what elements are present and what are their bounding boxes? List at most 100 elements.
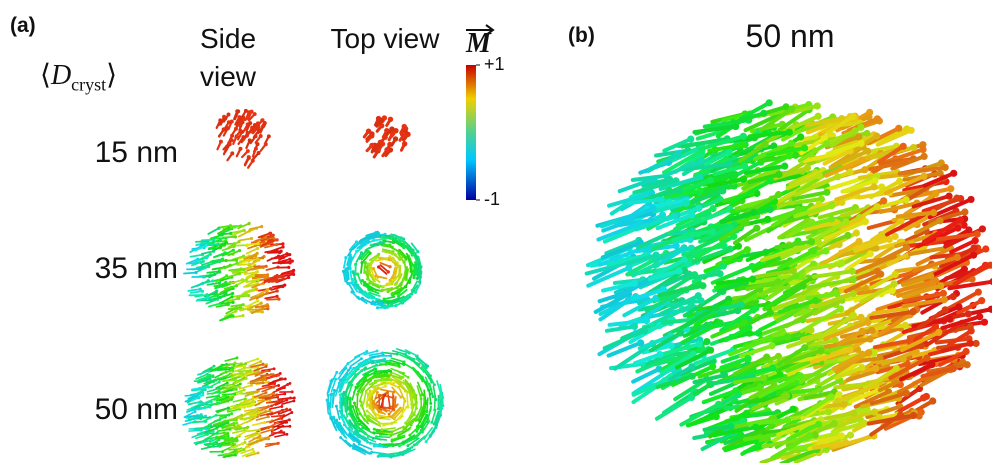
spin-head xyxy=(947,185,954,192)
spin-head xyxy=(841,401,848,408)
spin-head xyxy=(292,399,295,402)
spin-arrow xyxy=(233,230,245,232)
spin-arrow xyxy=(223,237,235,238)
spin-arrow xyxy=(350,398,351,411)
spin-head xyxy=(400,243,403,246)
spin-arrow xyxy=(250,227,262,229)
spin-head xyxy=(880,197,887,204)
spin-head xyxy=(275,393,278,396)
spin-head xyxy=(272,386,275,389)
spin-head xyxy=(741,162,748,169)
spin-arrow xyxy=(266,443,278,444)
spin-head xyxy=(255,271,258,274)
spin-head xyxy=(207,296,210,299)
spin-head xyxy=(421,431,424,434)
spin-head xyxy=(974,230,981,237)
spin-head xyxy=(369,357,372,360)
spin-head xyxy=(213,365,216,368)
spin-head xyxy=(846,346,853,353)
spin-arrow xyxy=(384,353,397,354)
spin-head xyxy=(256,121,260,125)
spin-head xyxy=(248,138,252,142)
spin-head xyxy=(239,119,243,123)
spin-head xyxy=(855,133,862,140)
spin-head xyxy=(262,381,265,384)
spin-head xyxy=(426,365,429,368)
spin-head xyxy=(290,411,293,414)
spin-head xyxy=(920,173,927,180)
spin-head xyxy=(370,281,373,284)
spin-head xyxy=(249,419,252,422)
spin-head xyxy=(387,270,390,273)
spin-head xyxy=(327,394,330,397)
spin-head xyxy=(277,442,280,445)
spin-head xyxy=(293,397,296,400)
spin-head xyxy=(983,262,990,269)
spin-head xyxy=(713,413,720,420)
spin-head xyxy=(908,127,915,134)
spin-head xyxy=(263,421,266,424)
spin-head xyxy=(372,431,375,434)
spin-head xyxy=(284,421,287,424)
spin-head xyxy=(412,437,415,440)
spin-head xyxy=(348,406,351,409)
spin-head xyxy=(212,250,215,253)
spin-head xyxy=(415,430,418,433)
spin-head xyxy=(391,292,394,295)
spin-head xyxy=(352,371,355,374)
spin-head xyxy=(250,384,253,387)
spin-head xyxy=(665,199,672,206)
spin-head xyxy=(395,281,398,284)
spin-head xyxy=(268,232,271,235)
spin-head xyxy=(365,390,368,393)
spin-head xyxy=(755,329,762,336)
panel-label: (b) xyxy=(568,24,595,48)
spin-head xyxy=(391,245,394,248)
spin-head xyxy=(388,413,391,416)
spin-head xyxy=(682,200,689,207)
spin-head xyxy=(275,243,278,246)
spin-head xyxy=(378,118,383,123)
spin-head xyxy=(201,394,204,397)
spin-head xyxy=(285,252,288,255)
spin-head xyxy=(847,169,854,176)
spin-head xyxy=(720,262,727,269)
spin-head xyxy=(389,354,392,357)
spin-head xyxy=(895,125,902,132)
spin-head xyxy=(752,305,759,312)
spin-head xyxy=(396,353,399,356)
spin-head xyxy=(356,273,359,276)
spin-head xyxy=(258,371,261,374)
spin-head xyxy=(836,241,843,248)
spin-head xyxy=(691,271,698,278)
spin-head xyxy=(259,134,263,138)
spin-head xyxy=(954,224,961,231)
spin-head xyxy=(402,441,405,444)
spin-head xyxy=(769,364,776,371)
spin-head xyxy=(891,280,898,287)
spin-head xyxy=(384,373,387,376)
spin-head xyxy=(218,260,221,263)
spin-head xyxy=(358,448,361,451)
spin-head xyxy=(392,382,395,385)
spin-head xyxy=(641,327,648,334)
spin-head xyxy=(219,238,222,241)
spin-head xyxy=(766,335,773,342)
spin-head xyxy=(716,270,723,277)
spin-head xyxy=(753,225,760,232)
spin-head xyxy=(858,156,865,163)
spin-arrow xyxy=(192,283,203,287)
spin-head xyxy=(275,295,278,298)
spin-arrow xyxy=(188,289,200,291)
spin-head xyxy=(375,435,378,438)
spin-head xyxy=(271,234,274,237)
spin-head xyxy=(697,187,704,194)
spin-head xyxy=(286,383,289,386)
spin-arrow xyxy=(240,385,252,389)
spin-head xyxy=(204,244,207,247)
spin-head xyxy=(877,271,884,278)
spin-head xyxy=(209,253,212,256)
spin-head xyxy=(367,392,370,395)
spin-head xyxy=(893,365,900,372)
spin-head xyxy=(857,124,864,131)
